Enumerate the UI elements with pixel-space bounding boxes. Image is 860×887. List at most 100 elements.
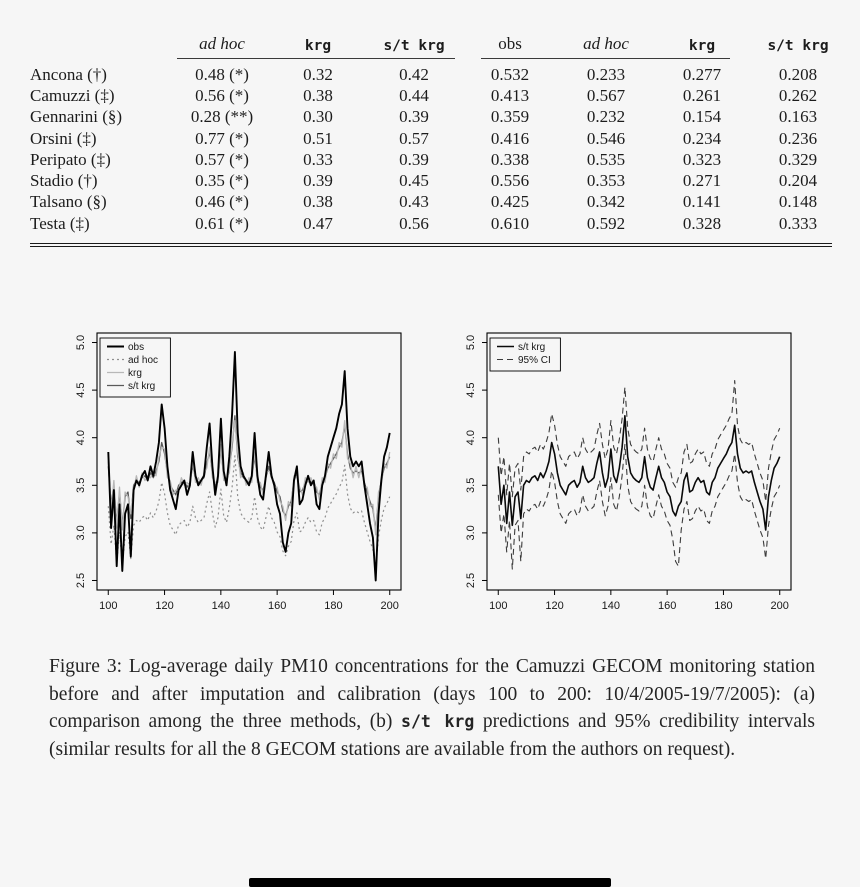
- table-row: Gennarini (§) 0.28 (**) 0.30 0.39 0.359 0.232…: [30, 107, 846, 128]
- value-cell: 0.556: [490, 171, 530, 191]
- y-tick-label: 2.5: [465, 573, 477, 588]
- station-name: Peripato (‡): [30, 149, 111, 169]
- x-tick-label: 160: [658, 600, 676, 612]
- y-tick-label: 3.5: [75, 478, 87, 493]
- value-cell: 0.38: [303, 192, 333, 212]
- value-cell: 0.416: [490, 128, 530, 148]
- value-cell: 0.333: [778, 213, 818, 233]
- station-name: Talsano (§): [30, 192, 107, 212]
- value-cell: 0.323: [682, 149, 722, 169]
- value-cell: 0.141: [682, 192, 722, 212]
- value-cell: 0.154: [682, 107, 722, 127]
- table-row: Peripato (‡) 0.57 (*) 0.33 0.39 0.338 0.535 0.…: [30, 149, 846, 170]
- table-bottom-rule: [30, 243, 832, 248]
- value-cell: 0.610: [490, 213, 530, 233]
- y-tick-label: 5.0: [465, 335, 477, 350]
- legend-box: [99, 337, 171, 398]
- series-s-t-krg: [497, 415, 781, 531]
- header-rule-left: [177, 58, 455, 59]
- value-cell: 0.329: [778, 149, 818, 169]
- value-cell: 0.39: [399, 107, 429, 127]
- value-cell: 0.56 (*): [195, 85, 249, 105]
- y-tick-label: 2.5: [75, 573, 87, 588]
- legend-label: obs: [128, 342, 144, 353]
- results-table: ad hoc krg s/t krg obs ad hoc krg s/t krg Anco…: [30, 28, 846, 248]
- value-cell: 0.567: [586, 85, 626, 105]
- value-cell: 0.35 (*): [195, 171, 249, 191]
- value-cell: 0.532: [490, 64, 530, 84]
- value-cell: 0.44: [399, 85, 429, 105]
- table-row: Ancona (†) 0.48 (*) 0.32 0.42 0.532 0.233 0.27…: [30, 64, 846, 85]
- series-ad-hoc: [107, 455, 391, 571]
- value-cell: 0.261: [682, 85, 722, 105]
- value-cell: 0.32: [303, 64, 333, 84]
- x-tick-label: 100: [99, 600, 117, 612]
- col-header: ad hoc: [583, 34, 629, 53]
- station-name: Gennarini (§): [30, 107, 123, 127]
- col-header: krg: [304, 38, 332, 54]
- chart-comparison-svg: 100 120 140 160 180 200 2.5 3.0 3.5 4.0 4.5 5.0 obs a…: [75, 332, 402, 612]
- y-tick-label: 3.0: [75, 525, 87, 540]
- table-row: Camuzzi (‡) 0.56 (*) 0.38 0.44 0.413 0.567 0.2…: [30, 85, 846, 106]
- y-tick-label: 4.5: [465, 382, 477, 397]
- station-name: Stadio (†): [30, 171, 98, 191]
- x-tick-label: 160: [268, 600, 286, 612]
- y-tick-label: 5.0: [75, 335, 87, 350]
- value-cell: 0.30: [303, 107, 333, 127]
- value-cell: 0.28 (**): [190, 107, 254, 127]
- value-cell: 0.38: [303, 85, 333, 105]
- value-cell: 0.425: [490, 192, 530, 212]
- value-cell: 0.77 (*): [195, 128, 249, 148]
- value-cell: 0.57: [399, 128, 429, 148]
- value-cell: 0.271: [682, 171, 722, 191]
- series-krg: [107, 419, 391, 536]
- col-header: s/t krg: [383, 38, 445, 54]
- value-cell: 0.163: [778, 107, 818, 127]
- header-rules: [30, 56, 846, 64]
- value-cell: 0.51: [303, 128, 333, 148]
- table-row: Talsano (§) 0.46 (*) 0.38 0.43 0.425 0.342 0.1…: [30, 192, 846, 213]
- value-cell: 0.233: [586, 64, 626, 84]
- value-cell: 0.204: [778, 171, 818, 191]
- value-cell: 0.42: [399, 64, 429, 84]
- header-rule-right: [481, 58, 730, 59]
- x-tick-label: 100: [489, 600, 507, 612]
- legend-label: ad hoc: [128, 355, 158, 366]
- value-cell: 0.48 (*): [195, 64, 249, 84]
- value-cell: 0.342: [586, 192, 626, 212]
- figure-caption: Figure 3: Log-average daily PM10 concent…: [49, 653, 815, 763]
- chart-credibility: 100 120 140 160 180 200 2.5 3.0 3.5 4.0 4.5 5.0 s/t …: [453, 322, 808, 622]
- y-tick-label: 4.5: [75, 382, 87, 397]
- y-tick-label: 3.0: [465, 525, 477, 540]
- x-tick-label: 120: [155, 600, 173, 612]
- value-cell: 0.234: [682, 128, 722, 148]
- x-tick-label: 180: [714, 600, 732, 612]
- caption-prefix: Figure 3: Log-average daily PM10 concent…: [49, 656, 815, 733]
- col-header: s/t krg: [767, 38, 829, 54]
- legend-label: s/t krg: [518, 342, 545, 353]
- chart-comparison: 100 120 140 160 180 200 2.5 3.0 3.5 4.0 4.5 5.0 obs a…: [63, 322, 418, 622]
- value-cell: 0.61 (*): [195, 213, 249, 233]
- y-tick-label: 4.0: [75, 430, 87, 445]
- value-cell: 0.57 (*): [195, 149, 249, 169]
- value-cell: 0.39: [303, 171, 333, 191]
- legend-box: [489, 337, 561, 372]
- y-tick-label: 4.0: [465, 430, 477, 445]
- series-95-ci: [497, 380, 781, 503]
- station-name: Ancona (†): [30, 64, 107, 84]
- value-cell: 0.148: [778, 192, 818, 212]
- station-name: Camuzzi (‡): [30, 85, 115, 105]
- x-tick-label: 200: [381, 600, 399, 612]
- series-obs: [107, 351, 391, 582]
- value-cell: 0.262: [778, 85, 818, 105]
- value-cell: 0.328: [682, 213, 722, 233]
- table-row: Testa (‡) 0.61 (*) 0.47 0.56 0.610 0.592 0.328…: [30, 213, 846, 234]
- x-tick-label: 140: [212, 600, 230, 612]
- col-header: ad hoc: [199, 34, 245, 53]
- legend-label: 95% CI: [518, 355, 551, 366]
- value-cell: 0.46 (*): [195, 192, 249, 212]
- value-cell: 0.43: [399, 192, 429, 212]
- value-cell: 0.208: [778, 64, 818, 84]
- chart-credibility-svg: 100 120 140 160 180 200 2.5 3.0 3.5 4.0 4.5 5.0 s/t …: [465, 332, 792, 612]
- value-cell: 0.338: [490, 149, 530, 169]
